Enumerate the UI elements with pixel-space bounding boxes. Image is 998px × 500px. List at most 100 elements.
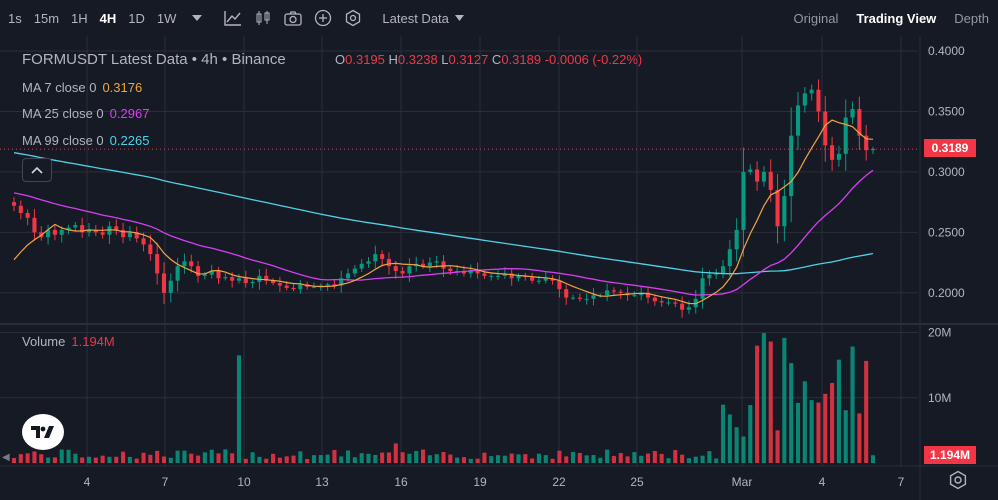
candle-body [830, 145, 835, 160]
timeframe-1d[interactable]: 1D [128, 10, 145, 26]
volume-bar [202, 452, 207, 463]
tradingview-logo[interactable] [22, 414, 64, 450]
volume-bar [284, 456, 289, 463]
volume-bar [836, 359, 841, 463]
candle-body [775, 190, 780, 227]
timeframe-dropdown-icon[interactable] [182, 0, 212, 36]
volume-bar [598, 457, 603, 463]
candle-body [509, 273, 514, 279]
candle-body [611, 290, 616, 292]
volume-bar [107, 456, 112, 463]
volume-bar [564, 456, 569, 463]
ma99-legend[interactable]: MA 99 close 0 0.2265 [22, 133, 149, 148]
volume-bar [393, 443, 398, 463]
candle-body [352, 268, 357, 274]
camera-icon[interactable] [278, 0, 308, 36]
chevron-up-icon [31, 166, 43, 174]
candle-body [421, 263, 426, 267]
candle-body [277, 283, 282, 286]
candle-body [86, 229, 92, 233]
volume-bar [230, 453, 235, 463]
view-trading-view[interactable]: Trading View [856, 10, 937, 26]
settings-icon[interactable] [338, 0, 368, 36]
volume-bar [795, 402, 801, 463]
last-volume-tag: 1.194M [924, 446, 976, 464]
view-depth[interactable]: Depth [954, 10, 989, 26]
candle-body [121, 229, 126, 238]
timeframe-1h[interactable]: 1H [71, 10, 88, 26]
price-chart[interactable]: 0.4000 0.3500 0.3000 0.2500 0.2000 20M 10M 4 7 10… [0, 36, 998, 500]
volume-bar [148, 454, 153, 463]
volume-bar [46, 457, 51, 463]
volume-bar [32, 451, 37, 463]
candle-body [768, 171, 773, 191]
volume-value: 1.194M [71, 334, 115, 349]
candle-body [346, 273, 351, 279]
view-original[interactable]: Original [793, 10, 839, 26]
candle-body [659, 301, 664, 303]
candle-body [114, 226, 119, 230]
price-tick-label: 0.2500 [928, 225, 965, 239]
candle-body [857, 109, 862, 136]
timeframe-15m[interactable]: 15m [33, 10, 60, 26]
volume-bar [264, 458, 269, 463]
candle-body [182, 261, 187, 267]
candle-body [161, 273, 167, 293]
time-tick-label: 7 [162, 475, 169, 489]
candle-body [59, 229, 64, 235]
volume-bar [591, 455, 596, 463]
candle-body [720, 266, 726, 274]
volume-legend[interactable]: Volume 1.194M [22, 334, 115, 349]
chevron-down-icon [454, 15, 464, 21]
volume-bar [250, 452, 255, 463]
volume-bar [741, 436, 746, 463]
indicators-icon[interactable] [218, 0, 248, 36]
volume-bar [577, 452, 582, 463]
candle-body [216, 271, 221, 279]
volume-bar [761, 333, 766, 463]
candle-body [727, 249, 732, 267]
price-tick-label: 0.3500 [928, 104, 965, 118]
volume-bar [830, 382, 835, 463]
candle-body [591, 295, 596, 299]
candle-body [482, 273, 487, 276]
candle-body [271, 280, 276, 284]
candle-body [570, 297, 576, 299]
time-tick-label: Mar [732, 475, 753, 489]
candle-body [748, 169, 753, 172]
low-value: 0.3127 [448, 52, 489, 67]
chart-settings-icon[interactable] [948, 470, 968, 490]
volume-bar [277, 457, 282, 463]
chart-background [0, 36, 998, 500]
candle-body [311, 286, 317, 288]
add-icon[interactable] [308, 0, 338, 36]
volume-bar [816, 402, 821, 463]
collapse-legend-button[interactable] [22, 158, 52, 182]
candle-body [52, 229, 57, 235]
volume-tick-label: 10M [928, 391, 951, 405]
high-label: H [388, 52, 398, 67]
timeframe-1w[interactable]: 1W [156, 10, 177, 26]
volume-bar [734, 427, 739, 463]
volume-bar [59, 449, 64, 463]
chart-toolbar: 1s 15m 1H 4H 1D 1W Latest Data Original Tradin… [0, 0, 998, 37]
volume-bar [530, 458, 535, 463]
candle-body [107, 226, 112, 235]
volume-bar [86, 456, 92, 463]
scroll-left-icon[interactable]: ◀ [2, 452, 10, 463]
candle-body [789, 135, 794, 197]
candle-body [584, 298, 589, 300]
timeframe-1s[interactable]: 1s [8, 10, 22, 26]
ma25-legend[interactable]: MA 25 close 0 0.2967 [22, 106, 149, 121]
candle-type-icon[interactable] [248, 0, 278, 36]
candle-body [809, 89, 814, 94]
timeframe-4h[interactable]: 4H [99, 10, 117, 26]
ma7-legend[interactable]: MA 7 close 0 0.3176 [22, 80, 142, 95]
candle-body [761, 171, 766, 182]
volume-bar [455, 457, 460, 463]
candle-body [366, 261, 371, 264]
data-source-dropdown[interactable]: Latest Data [368, 11, 464, 26]
candle-body [100, 232, 105, 235]
candle-body [686, 307, 691, 310]
time-tick-label: 13 [315, 475, 329, 489]
